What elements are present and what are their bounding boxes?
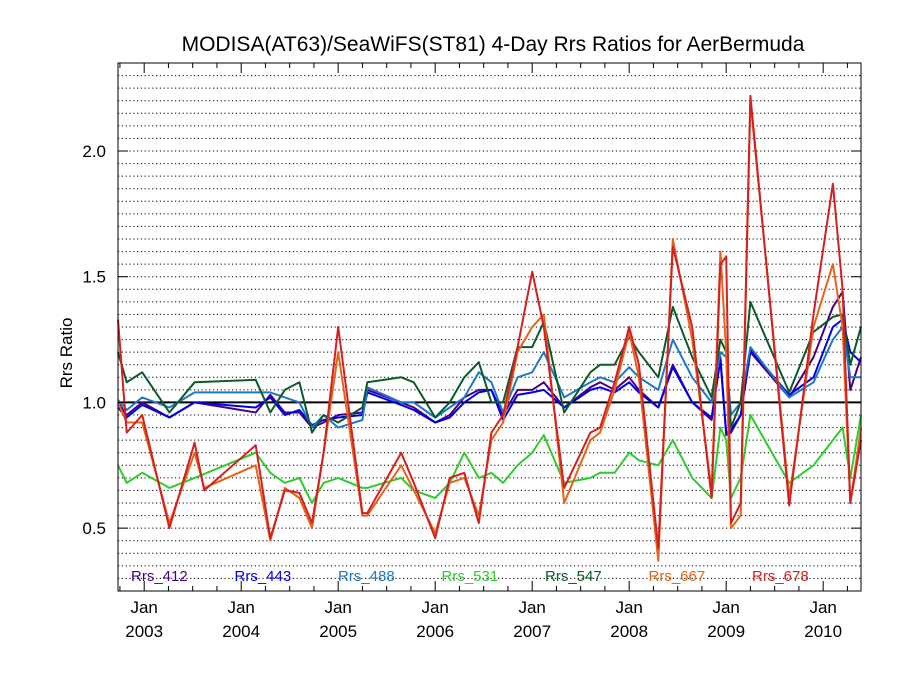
legend-entry: Rrs_531 — [442, 568, 499, 585]
series-line-rrs-488 — [117, 326, 861, 429]
x-tick-label-year: 2010 — [804, 622, 842, 641]
series-line-rrs-531 — [117, 414, 862, 504]
legend-entry: Rrs_667 — [649, 568, 706, 585]
x-tick-label-year: 2006 — [416, 622, 454, 641]
legend-entry: Rrs_488 — [338, 568, 395, 585]
x-tick-label-year: 2007 — [513, 622, 551, 641]
x-tick-label-month: Jan — [712, 598, 739, 617]
tick-labels: 0.5 1.0 1.5 2.0 Jan 2003 Jan 2004 Jan 2005 Jan 2006… — [82, 142, 842, 641]
plot-frame — [117, 62, 862, 592]
x-tick-label-year: 2003 — [125, 622, 163, 641]
x-tick-label-year: 2005 — [319, 622, 357, 641]
axes — [117, 62, 862, 592]
y-tick-label: 1.5 — [82, 268, 106, 287]
x-tick-label-month: Jan — [227, 598, 254, 617]
series-line-rrs-443 — [117, 318, 862, 434]
y-tick-label: 0.5 — [82, 519, 106, 538]
legend: Rrs_412 Rrs_443 Rrs_488 Rrs_531 Rrs_547 Rrs_6… — [131, 568, 809, 585]
x-tick-label-month: Jan — [518, 598, 545, 617]
legend-entry: Rrs_443 — [235, 568, 292, 585]
y-tick-label: 1.0 — [82, 393, 106, 412]
x-tick-label-month: Jan — [421, 598, 448, 617]
x-tick-label-month: Jan — [809, 598, 836, 617]
x-tick-label-month: Jan — [130, 598, 157, 617]
x-tick-label-year: 2008 — [610, 622, 648, 641]
chart-title: MODISA(AT63)/SeaWiFS(ST81) 4-Day Rrs Rat… — [182, 33, 805, 56]
x-tick-label-year: 2009 — [707, 622, 745, 641]
series-line-rrs-547 — [117, 300, 862, 434]
x-tick-label-month: Jan — [324, 598, 351, 617]
legend-entry: Rrs_678 — [752, 568, 809, 585]
legend-entry: Rrs_412 — [131, 568, 188, 585]
series-line-rrs-678 — [117, 94, 862, 550]
x-tick-label-year: 2004 — [222, 622, 260, 641]
y-tick-label: 2.0 — [82, 142, 106, 161]
series-lines — [117, 94, 862, 562]
legend-entry: Rrs_547 — [545, 568, 602, 585]
y-axis-title: Rrs Ratio — [57, 318, 76, 389]
x-tick-label-month: Jan — [615, 598, 642, 617]
